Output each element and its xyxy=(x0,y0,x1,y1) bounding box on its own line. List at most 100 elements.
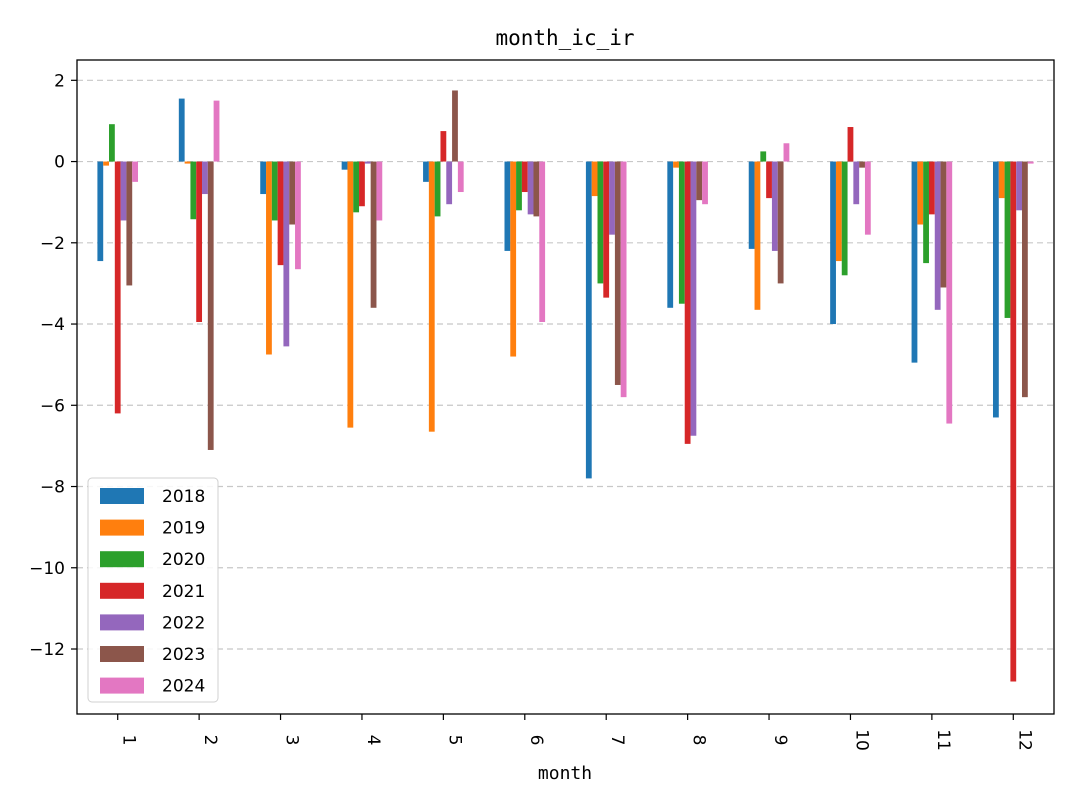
x-tick-label: 5 xyxy=(444,735,464,746)
bar-2019-4 xyxy=(347,161,354,428)
y-tick-label: −12 xyxy=(29,640,65,660)
bar-2021-8 xyxy=(684,161,691,444)
y-tick-label: −10 xyxy=(29,559,65,579)
bar-2021-2 xyxy=(196,161,203,323)
bar-2022-2 xyxy=(202,161,208,195)
bar-2022-9 xyxy=(771,161,778,251)
bar-2023-7 xyxy=(614,161,621,385)
bar-2019-7 xyxy=(591,161,598,197)
bar-2024-4 xyxy=(376,161,383,221)
bar-2024-6 xyxy=(539,161,546,323)
bar-2024-9 xyxy=(783,143,790,162)
bar-2024-11 xyxy=(946,161,953,424)
bars-layer xyxy=(97,90,1034,682)
bar-2023-11 xyxy=(940,161,947,288)
bar-2019-3 xyxy=(266,161,272,355)
x-tick-label: 3 xyxy=(282,735,302,746)
bar-2022-8 xyxy=(690,161,697,436)
chart-title: month_ic_ir xyxy=(495,26,634,50)
bar-2020-6 xyxy=(516,161,522,211)
bar-2024-8 xyxy=(702,161,708,205)
bar-2022-11 xyxy=(934,161,941,310)
bar-2018-6 xyxy=(504,161,511,251)
bar-2024-5 xyxy=(457,161,464,193)
legend: 2018 2019 2020 2021 2022 2023 2024 xyxy=(87,477,219,703)
y-tick-label: −8 xyxy=(40,478,65,498)
bar-2020-4 xyxy=(353,161,360,213)
bar-2020-5 xyxy=(434,161,441,217)
bar-2023-2 xyxy=(207,161,214,450)
bar-2024-10 xyxy=(864,161,871,235)
bar-2021-11 xyxy=(928,161,935,215)
bar-2022-7 xyxy=(609,161,615,235)
legend-label-2022: 2022 xyxy=(162,613,205,633)
bar-2019-12 xyxy=(998,161,1005,199)
bar-2018-9 xyxy=(748,161,755,249)
bar-2020-7 xyxy=(597,161,604,284)
bar-2018-8 xyxy=(667,161,674,308)
bar-2018-3 xyxy=(260,161,267,195)
legend-label-2020: 2020 xyxy=(162,550,205,570)
bar-2019-9 xyxy=(754,161,761,310)
bar-2023-9 xyxy=(777,161,784,284)
bar-2022-6 xyxy=(527,161,534,215)
y-tick-label: 0 xyxy=(54,153,65,173)
x-tick-label: 6 xyxy=(526,735,546,746)
bar-2020-12 xyxy=(1004,161,1011,318)
bar-2020-11 xyxy=(923,161,929,264)
bar-2021-6 xyxy=(521,161,528,193)
bar-2021-9 xyxy=(766,161,772,199)
bar-2019-11 xyxy=(917,161,924,225)
bar-2018-2 xyxy=(178,98,185,162)
legend-swatch-2023 xyxy=(100,646,144,662)
bar-2018-5 xyxy=(423,161,429,182)
x-tick-label: 7 xyxy=(607,735,627,746)
x-axis-label: month xyxy=(538,763,592,784)
bar-2021-7 xyxy=(603,161,610,298)
bar-2021-3 xyxy=(277,161,284,266)
y-tick-label: −2 xyxy=(40,234,65,254)
bar-2020-3 xyxy=(271,161,278,221)
x-tick-label: 10 xyxy=(851,729,871,751)
legend-swatch-2018 xyxy=(100,488,144,504)
legend-label-2021: 2021 xyxy=(162,582,205,602)
x-tick-label: 4 xyxy=(363,735,383,746)
bar-2024-3 xyxy=(295,161,301,270)
plot-frame xyxy=(76,59,1055,715)
x-tick-label: 2 xyxy=(200,735,220,746)
bar-2020-10 xyxy=(841,161,848,276)
bar-2020-8 xyxy=(678,161,685,304)
bar-2023-12 xyxy=(1021,161,1028,398)
legend-label-2019: 2019 xyxy=(162,519,205,539)
y-tick-label: 2 xyxy=(54,71,65,91)
bar-2018-12 xyxy=(992,161,999,418)
bar-2018-7 xyxy=(585,161,592,479)
x-tick-label: 8 xyxy=(689,735,709,746)
bar-2020-1 xyxy=(109,124,115,162)
bar-2023-5 xyxy=(452,90,458,162)
bar-2023-10 xyxy=(859,161,865,168)
bar-2022-5 xyxy=(446,161,453,205)
bar-2018-10 xyxy=(830,161,836,325)
bar-2018-11 xyxy=(911,161,918,363)
bar-2022-12 xyxy=(1016,161,1022,211)
bar-2023-8 xyxy=(696,161,703,201)
grid-layer xyxy=(77,79,1054,650)
bar-2024-1 xyxy=(132,161,139,182)
bar-2023-1 xyxy=(126,161,133,286)
bar-2022-10 xyxy=(853,161,860,205)
x-tick-label: 12 xyxy=(1014,729,1034,751)
bar-2021-12 xyxy=(1010,161,1017,682)
bar-2024-2 xyxy=(213,100,220,162)
bar-2019-2 xyxy=(184,161,191,164)
bar-2018-1 xyxy=(97,161,104,262)
bar-2019-6 xyxy=(510,161,517,357)
legend-label-2023: 2023 xyxy=(162,645,205,665)
bar-2019-1 xyxy=(103,161,110,166)
bar-2018-4 xyxy=(341,161,348,170)
legend-swatch-2019 xyxy=(100,519,144,536)
x-tick-label: 9 xyxy=(770,735,790,746)
bar-2021-1 xyxy=(114,161,121,414)
bar-2020-2 xyxy=(190,161,197,220)
y-tick-label: −4 xyxy=(40,315,65,335)
